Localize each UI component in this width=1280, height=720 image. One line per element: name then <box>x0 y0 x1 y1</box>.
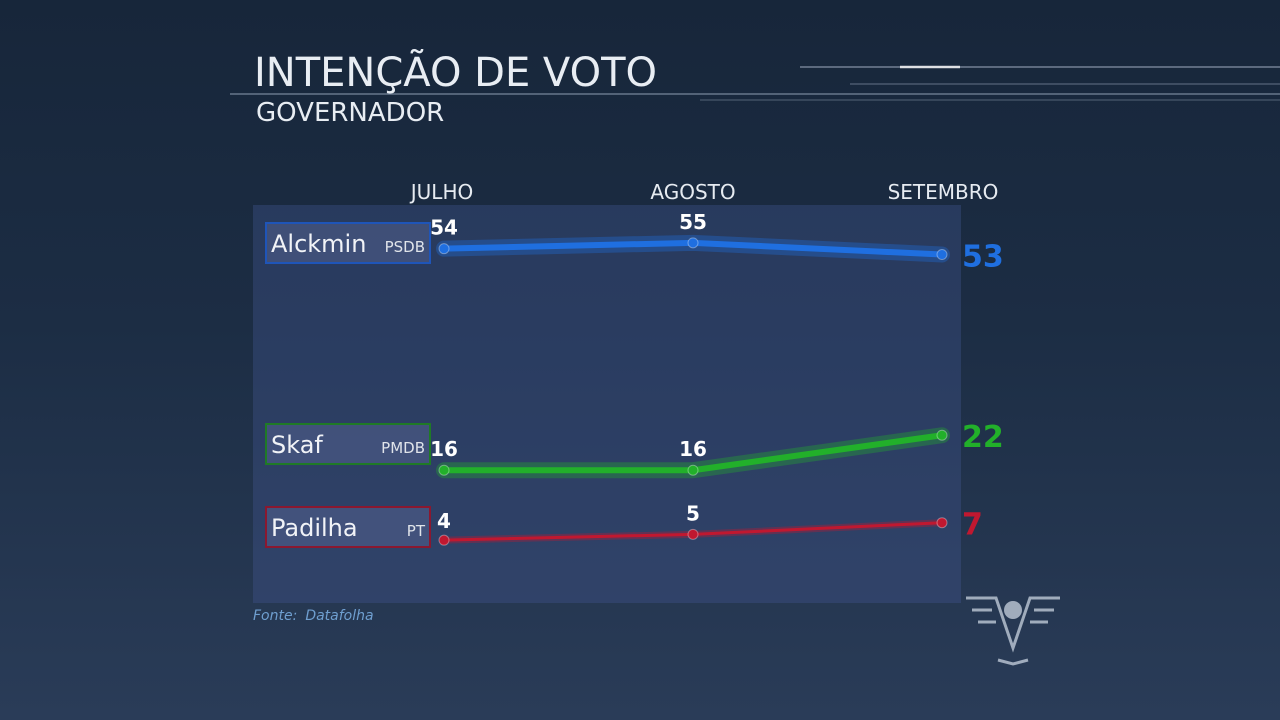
party-skaf: PMDB <box>381 439 425 457</box>
data-label-skaf-1: 16 <box>430 437 458 461</box>
candidate-name-alckmin: Alckmin <box>271 230 367 258</box>
source-label: Fonte: <box>253 608 298 624</box>
data-label-skaf-3: 22 <box>962 420 1004 455</box>
data-point-skaf-3 <box>936 429 948 441</box>
data-point-alckmin-1 <box>438 243 450 255</box>
chart-subtitle: GOVERNADOR <box>256 98 445 128</box>
x-tick-label-september: SETEMBRO <box>887 180 999 204</box>
source-note: Fonte: Datafolha <box>253 608 382 624</box>
party-padilha: PT <box>406 522 425 540</box>
data-point-padilha-3 <box>936 517 948 529</box>
candidate-name-skaf: Skaf <box>271 431 323 459</box>
data-label-skaf-2: 16 <box>679 437 707 461</box>
x-tick-label-august: AGOSTO <box>650 180 736 204</box>
data-point-alckmin-3 <box>936 249 948 261</box>
legend-label-skaf: Skaf PMDB <box>265 423 431 465</box>
broadcaster-logo <box>966 596 1060 666</box>
data-point-padilha-2 <box>687 528 699 540</box>
data-point-padilha-1 <box>438 534 450 546</box>
header-decoration <box>230 65 1280 101</box>
data-point-skaf-2 <box>687 464 699 476</box>
data-point-alckmin-2 <box>687 237 699 249</box>
data-label-alckmin-2: 55 <box>679 210 707 234</box>
data-label-alckmin-1: 54 <box>430 216 458 240</box>
legend-label-padilha: Padilha PT <box>265 506 431 548</box>
data-label-alckmin-3: 53 <box>962 240 1004 275</box>
party-alckmin: PSDB <box>384 238 425 256</box>
data-label-padilha-1: 4 <box>437 509 451 533</box>
data-label-padilha-3: 7 <box>962 508 983 543</box>
data-label-padilha-2: 5 <box>686 501 700 525</box>
candidate-name-padilha: Padilha <box>271 514 358 542</box>
source-name: Datafolha <box>305 608 374 624</box>
data-point-skaf-1 <box>438 464 450 476</box>
chart-title: INTENÇÃO DE VOTO <box>254 50 657 96</box>
legend-label-alckmin: Alckmin PSDB <box>265 222 431 264</box>
x-tick-label-july: JULHO <box>410 180 474 204</box>
